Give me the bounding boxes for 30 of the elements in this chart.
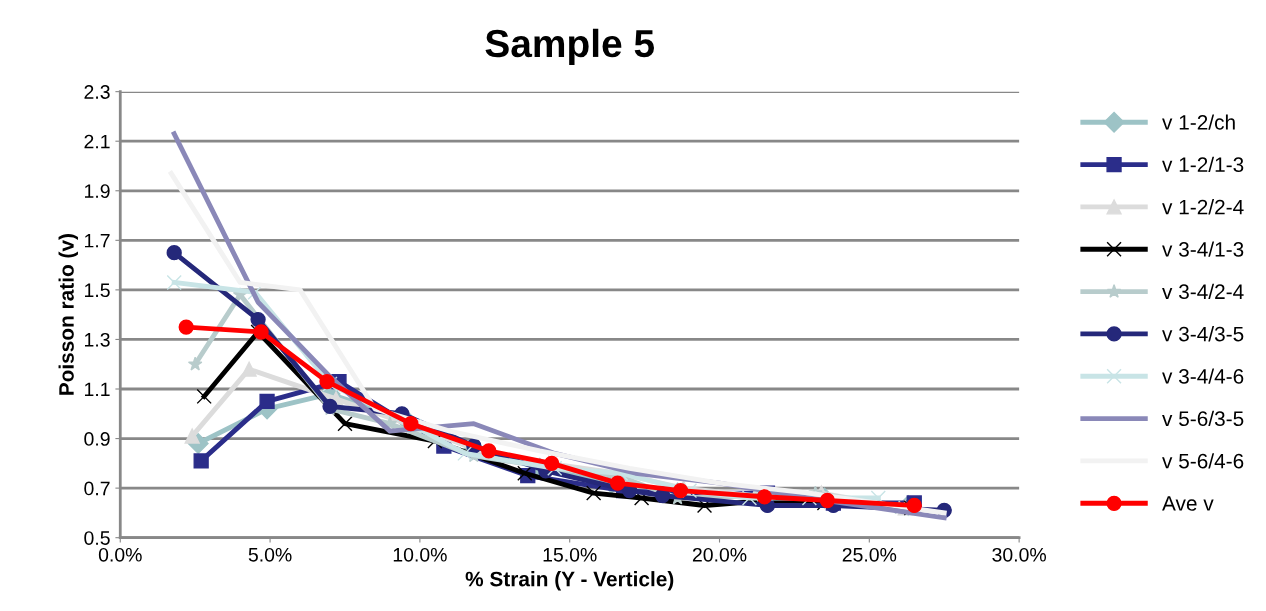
chart-title: Sample 5 (485, 28, 654, 65)
x-tick-label: 5.0% (248, 547, 292, 562)
legend-label: v 3-4/4-6 (1162, 368, 1244, 384)
y-tick-label: 1.3 (85, 332, 110, 347)
legend-label: v 3-4/3-5 (1162, 326, 1244, 342)
y-tick-label: 0.7 (84, 481, 110, 496)
legend-label: Ave v (1162, 496, 1214, 511)
x-tick-label: 30.0% (992, 547, 1047, 562)
x-axis-title: % Strain (Y - Verticle) (465, 571, 674, 591)
x-tick-label: 20.0% (692, 547, 747, 562)
legend-label: v 1-2/2-4 (1162, 199, 1244, 215)
x-tick-label: 25.0% (842, 547, 897, 562)
y-tick-label: 2.3 (84, 85, 110, 99)
y-tick-label: 1.1 (85, 382, 110, 397)
legend-label: v 3-4/2-4 (1162, 283, 1244, 300)
y-tick-label: 0.5 (84, 531, 110, 545)
y-tick-label: 2.1 (84, 134, 110, 149)
x-tick-label: 0.0% (98, 547, 142, 562)
legend-label: v 5-6/4-6 (1162, 453, 1244, 469)
legend-label: v 5-6/3-5 (1162, 410, 1244, 427)
legend-label: v 1-2/1-3 (1162, 156, 1244, 173)
y-tick-label: 1.5 (85, 283, 110, 298)
legend-label: v 1-2/ch (1162, 114, 1235, 130)
y-tick-label: 1.7 (85, 234, 110, 248)
y-tick-label: 1.9 (85, 184, 110, 198)
legend-label: v 3-4/1-3 (1162, 241, 1244, 257)
y-axis-title: Poisson ratio (v) (58, 234, 78, 395)
x-tick-label: 10.0% (393, 547, 447, 562)
y-tick-label: 0.9 (84, 432, 110, 446)
x-tick-label: 15.0% (543, 547, 597, 562)
